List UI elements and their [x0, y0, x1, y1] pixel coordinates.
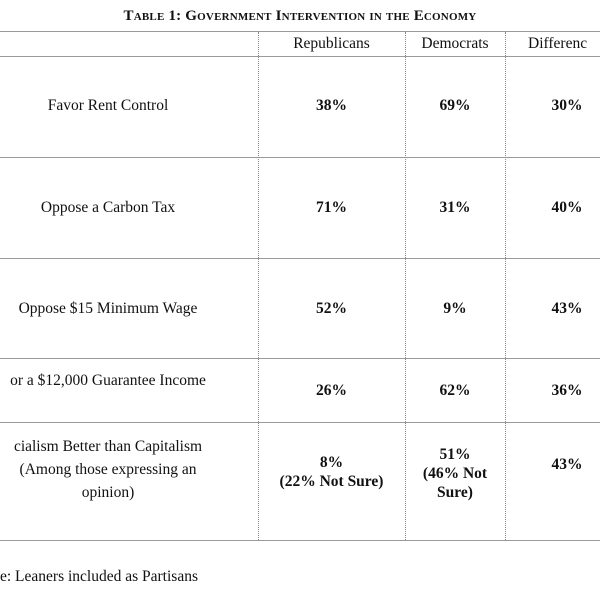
row-label: opinion)	[81, 484, 135, 501]
rule	[0, 157, 600, 158]
row-label: (Among those expressing an	[19, 461, 197, 478]
row-label: Favor Rent Control	[47, 97, 169, 114]
rule	[0, 540, 600, 541]
cell-value: 9%	[443, 300, 467, 317]
cell-value: 8%	[319, 454, 344, 471]
cell-value: 43%	[551, 300, 583, 317]
cell-value: 30%	[551, 97, 583, 114]
row-label: Oppose a Carbon Tax	[40, 199, 176, 216]
row-label: cialism Better than Capitalism	[13, 438, 203, 455]
cell-value: 38%	[316, 97, 347, 114]
cell-value: 36%	[551, 382, 583, 399]
cell-value: (22% Not Sure)	[279, 473, 384, 490]
column-rule	[505, 32, 506, 540]
cell-value: 52%	[316, 300, 347, 317]
rule	[0, 258, 600, 259]
cell-value: 40%	[551, 199, 583, 216]
cell-value: Sure)	[437, 484, 473, 501]
table-title: Table 1: Government Intervention in the …	[123, 8, 477, 24]
column-rule	[258, 32, 259, 540]
cell-value: 26%	[316, 382, 347, 399]
cell-value: 71%	[316, 199, 347, 216]
rule	[0, 56, 600, 57]
rule	[0, 358, 600, 359]
cell-value: 43%	[551, 456, 583, 473]
table-note: e: Leaners included as Partisans	[0, 568, 198, 585]
rule	[0, 422, 600, 423]
column-header: Differenc	[528, 35, 588, 52]
column-header: Republicans	[293, 35, 370, 52]
row-label: Oppose $15 Minimum Wage	[18, 300, 198, 317]
rule	[0, 31, 600, 32]
cell-value: 62%	[439, 382, 471, 399]
cell-value: 31%	[439, 199, 471, 216]
row-label: or a $12,000 Guarantee Income	[10, 372, 206, 389]
column-header: Democrats	[421, 35, 489, 52]
cell-value: 69%	[439, 97, 471, 114]
column-rule	[405, 32, 406, 540]
cell-value: 51%	[439, 446, 471, 463]
cell-value: (46% Not	[422, 465, 488, 482]
